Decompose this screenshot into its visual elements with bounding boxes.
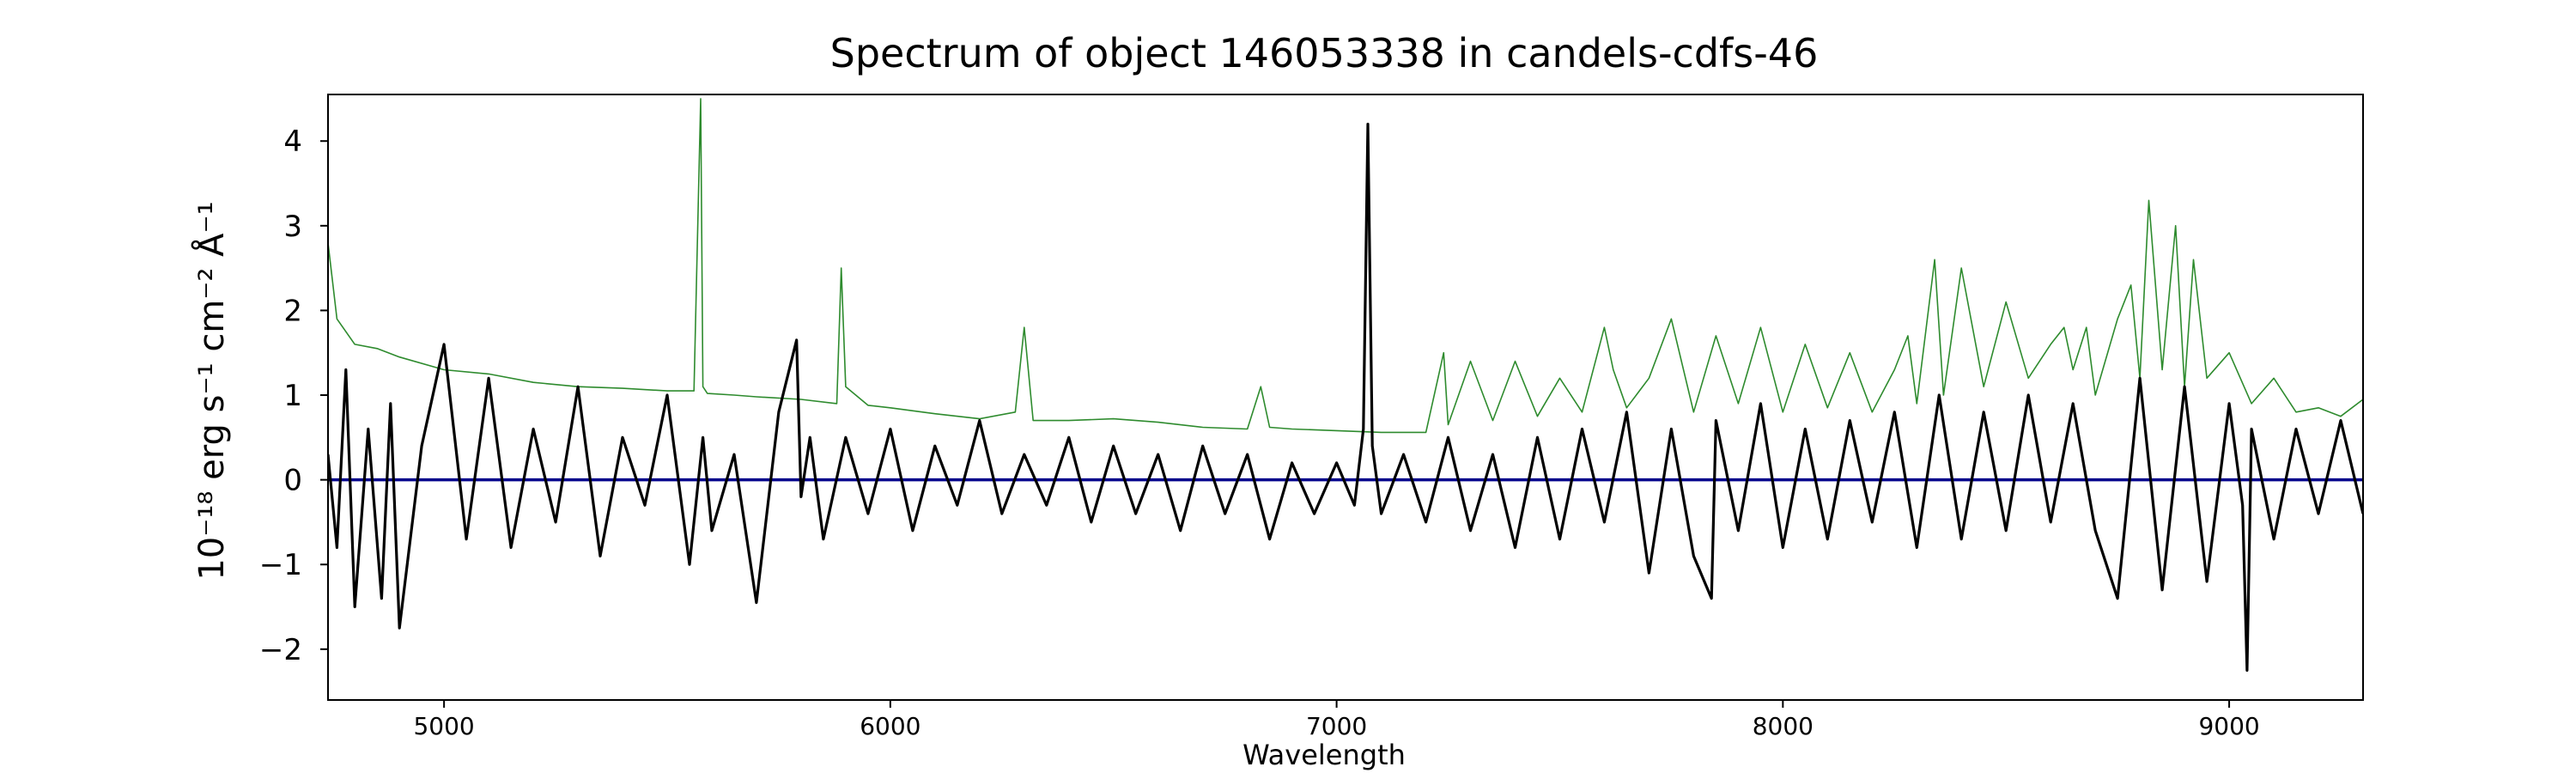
plot-area	[328, 98, 2363, 673]
x-tick-label: 5000	[413, 712, 474, 740]
x-tick-label: 7000	[1306, 712, 1367, 740]
y-tick-label: −1	[259, 548, 302, 582]
y-tick-label: 3	[283, 210, 302, 244]
chart-title: Spectrum of object 146053338 in candels-…	[830, 30, 1819, 76]
y-tick-label: 4	[283, 125, 302, 159]
y-tick-label: 1	[283, 379, 302, 413]
sky-series-line	[328, 98, 2363, 434]
x-axis: 5000 6000 7000 8000 9000	[413, 700, 2260, 740]
plot-frame	[327, 94, 2364, 701]
x-tick-label: 6000	[860, 712, 920, 740]
y-tick-label: −2	[259, 633, 302, 667]
y-axis: −2 −1 0 1 2 3 4	[259, 125, 328, 667]
x-tick-label: 9000	[2198, 712, 2259, 740]
x-tick-label: 8000	[1753, 712, 1814, 740]
y-axis-label: 10⁻¹⁸ erg s⁻¹ cm⁻² Å⁻¹	[191, 201, 232, 580]
x-axis-label: Wavelength	[1242, 739, 1406, 771]
flux-series-line	[328, 122, 2363, 673]
y-tick-label: 2	[283, 294, 302, 328]
y-tick-label: 0	[283, 464, 302, 498]
